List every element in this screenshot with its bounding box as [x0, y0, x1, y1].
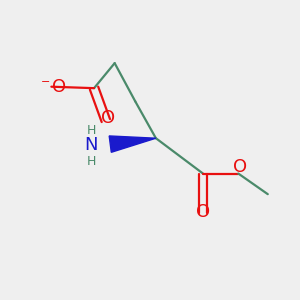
Text: O: O [233, 158, 247, 176]
Text: N: N [84, 136, 98, 154]
Text: O: O [52, 78, 66, 96]
Text: O: O [101, 109, 115, 127]
Text: H: H [86, 124, 96, 137]
Polygon shape [109, 136, 156, 152]
Text: O: O [196, 203, 210, 221]
Text: −: − [40, 77, 50, 87]
Text: H: H [86, 155, 96, 168]
